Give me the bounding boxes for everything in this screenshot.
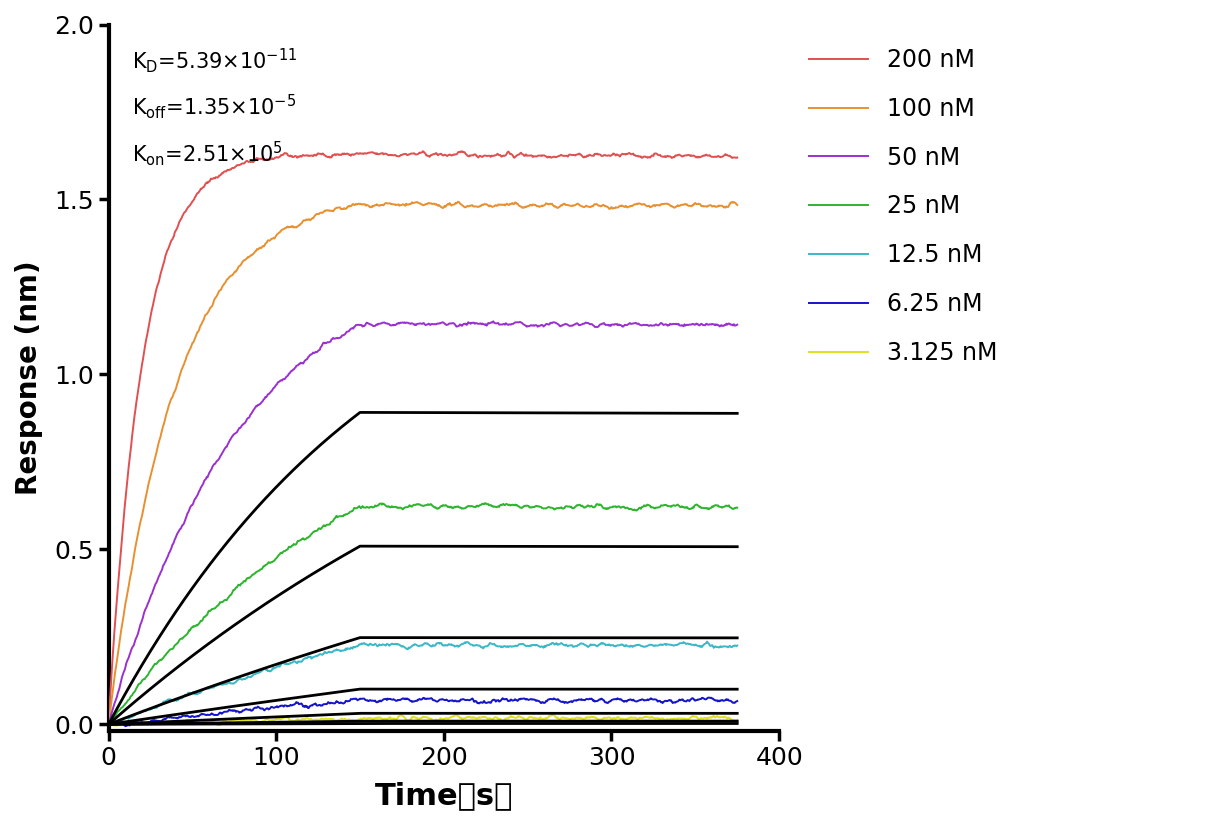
100 nM bbox=[574, 200, 588, 210]
3.125 nM bbox=[730, 715, 745, 725]
3.125 nM bbox=[728, 715, 742, 725]
50 nM bbox=[198, 474, 213, 484]
50 nM bbox=[726, 319, 741, 329]
100 nM bbox=[472, 201, 487, 211]
Line: 6.25 nM: 6.25 nM bbox=[109, 698, 737, 726]
25 nM bbox=[102, 719, 116, 729]
6.25 nM bbox=[728, 698, 742, 708]
12.5 nM bbox=[102, 720, 116, 730]
100 nM bbox=[102, 720, 116, 730]
6.25 nM bbox=[472, 698, 487, 708]
6.25 nM bbox=[102, 719, 116, 729]
3.125 nM bbox=[544, 710, 559, 719]
50 nM bbox=[486, 316, 500, 326]
12.5 nM bbox=[726, 641, 741, 651]
200 nM bbox=[198, 178, 213, 188]
3.125 nM bbox=[199, 716, 214, 726]
200 nM bbox=[416, 146, 430, 156]
200 nM bbox=[102, 719, 116, 728]
100 nM bbox=[730, 200, 745, 210]
Line: 25 nM: 25 nM bbox=[109, 503, 737, 724]
200 nM bbox=[472, 151, 487, 161]
12.5 nM bbox=[548, 639, 563, 649]
50 nM bbox=[472, 319, 487, 329]
200 nM bbox=[726, 153, 741, 163]
200 nM bbox=[379, 148, 394, 158]
25 nM bbox=[574, 500, 588, 510]
6.25 nM bbox=[702, 693, 717, 703]
Y-axis label: Response (nm): Response (nm) bbox=[15, 261, 43, 495]
12.5 nM bbox=[379, 640, 394, 650]
6.25 nM bbox=[199, 710, 214, 720]
25 nM bbox=[198, 610, 213, 620]
50 nM bbox=[102, 720, 116, 730]
25 nM bbox=[549, 503, 564, 513]
12.5 nM bbox=[472, 640, 487, 650]
100 nM bbox=[451, 196, 466, 206]
100 nM bbox=[726, 197, 741, 207]
50 nM bbox=[549, 318, 564, 328]
100 nM bbox=[549, 202, 564, 212]
Text: K$_\mathrm{D}$=5.39×10$^{-11}$
K$_\mathrm{off}$=1.35×10$^{-5}$
K$_\mathrm{on}$=2: K$_\mathrm{D}$=5.39×10$^{-11}$ K$_\mathr… bbox=[132, 45, 297, 168]
X-axis label: Time（s）: Time（s） bbox=[374, 781, 512, 810]
3.125 nM bbox=[108, 720, 122, 730]
25 nM bbox=[478, 498, 493, 508]
100 nM bbox=[379, 198, 394, 208]
50 nM bbox=[379, 318, 394, 328]
200 nM bbox=[730, 153, 745, 163]
Line: 200 nM: 200 nM bbox=[109, 151, 737, 724]
50 nM bbox=[730, 319, 745, 329]
6.25 nM bbox=[730, 696, 745, 706]
3.125 nM bbox=[549, 714, 564, 724]
Line: 12.5 nM: 12.5 nM bbox=[109, 642, 737, 725]
3.125 nM bbox=[574, 714, 588, 724]
25 nM bbox=[730, 502, 745, 512]
12.5 nM bbox=[700, 637, 714, 647]
12.5 nM bbox=[198, 684, 213, 694]
12.5 nM bbox=[730, 640, 745, 650]
3.125 nM bbox=[379, 714, 394, 724]
25 nM bbox=[472, 501, 487, 511]
100 nM bbox=[198, 309, 213, 319]
3.125 nM bbox=[102, 719, 116, 728]
12.5 nM bbox=[572, 639, 587, 649]
Legend: 200 nM, 100 nM, 50 nM, 25 nM, 12.5 nM, 6.25 nM, 3.125 nM: 200 nM, 100 nM, 50 nM, 25 nM, 12.5 nM, 6… bbox=[797, 36, 1009, 377]
Line: 50 nM: 50 nM bbox=[109, 321, 737, 725]
200 nM bbox=[549, 152, 564, 162]
6.25 nM bbox=[117, 721, 132, 731]
25 nM bbox=[379, 501, 394, 511]
25 nM bbox=[726, 504, 741, 514]
6.25 nM bbox=[574, 695, 588, 705]
50 nM bbox=[574, 320, 588, 330]
200 nM bbox=[574, 150, 588, 160]
3.125 nM bbox=[472, 713, 487, 723]
Line: 3.125 nM: 3.125 nM bbox=[109, 714, 737, 725]
Line: 100 nM: 100 nM bbox=[109, 201, 737, 725]
6.25 nM bbox=[379, 695, 394, 705]
6.25 nM bbox=[549, 695, 564, 705]
